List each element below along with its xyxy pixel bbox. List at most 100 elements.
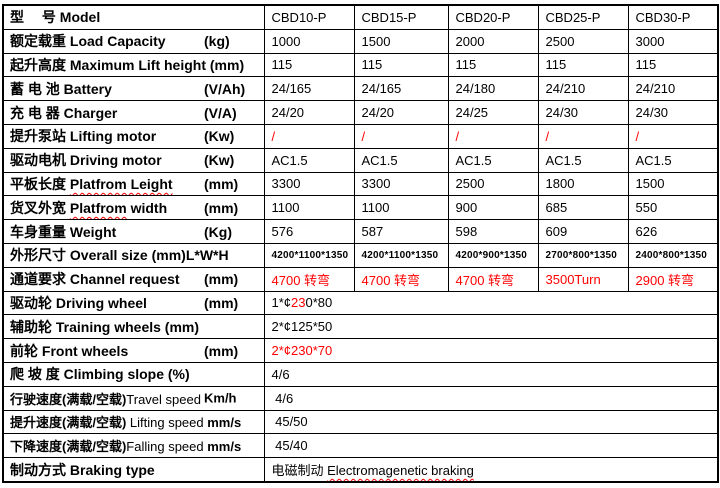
spec-value-cell: / xyxy=(263,123,355,149)
spec-value-cell: 900 xyxy=(447,195,539,221)
spec-value-cell: 115 xyxy=(353,52,449,78)
row-label-cn: 起升高度 xyxy=(10,56,70,73)
table-row: 辅助轮 Training wheels (mm) 2*¢125*50 xyxy=(2,314,719,340)
row-label-cn: 额定载重 xyxy=(10,33,70,50)
row-unit: mm/s xyxy=(203,439,242,455)
spec-value-cell: 1000 xyxy=(263,28,355,54)
row-label-en: Falling speed xyxy=(126,439,204,455)
row-label-en: Braking type xyxy=(69,461,155,478)
row-label: 爬 坡 度 Climbing slope (%) xyxy=(2,361,265,387)
spec-value-cell: 24/210 xyxy=(627,76,719,102)
spec-value-cell: 4700 转弯 xyxy=(353,266,449,292)
row-label: 驱动电机 Driving motor (Kw) xyxy=(2,147,265,173)
row-label-cn: 驱动轮 xyxy=(10,294,56,311)
spec-value-cell: 1100 xyxy=(353,195,449,221)
row-unit: (mm) xyxy=(204,175,239,192)
row-label: 下降速度(满载/空载)Falling speed mm/s xyxy=(2,433,265,459)
spec-value-cell: AC1.5 xyxy=(537,147,629,173)
row-label-cn: 外形尺寸 xyxy=(10,247,70,264)
spec-value-cell: 24/25 xyxy=(447,100,539,125)
row-label-cn: 充 电 器 xyxy=(10,104,64,121)
row-label: 驱动轮 Driving wheel (mm) xyxy=(2,290,265,316)
spec-value-cell: 685 xyxy=(537,195,629,221)
spec-value-cell: 115 xyxy=(263,52,355,78)
table-row: 驱动电机 Driving motor (Kw) AC1.5 AC1.5 AC1.5 AC1… xyxy=(2,147,719,173)
row-label-en: Travel speed xyxy=(126,391,201,407)
spec-value-cell: 4200*900*1350 xyxy=(447,242,539,268)
row-label-cn: 型 号 xyxy=(10,9,60,26)
row-label: 额定载重 Load Capacity (kg) xyxy=(2,28,265,54)
row-label: 起升高度 Maximum Lift height (mm) xyxy=(2,52,265,78)
row-unit: (Kw) xyxy=(204,128,235,145)
spec-value-cell: / xyxy=(447,123,539,149)
row-label-en: Lifting speed xyxy=(129,415,204,431)
spec-value-cell: 4/6 xyxy=(263,385,719,411)
spec-table-body: 型 号 Model CBD10-P CBD15-P CBD20-P CBD25-P CBD… xyxy=(2,4,719,483)
spec-value-cell: 1100 xyxy=(263,195,355,221)
spec-value-cell: 24/165 xyxy=(263,76,355,102)
row-label: 外形尺寸 Overall size (mm)L*W*H xyxy=(2,242,265,268)
model-header-cell: CBD20-P xyxy=(447,4,539,30)
table-row: 额定载重 Load Capacity (kg) 1000 1500 2000 2500 30… xyxy=(2,28,719,54)
spec-value-cell: 45/40 xyxy=(263,433,719,459)
row-unit: (V/Ah) xyxy=(204,80,246,97)
table-row: 车身重量 Weight (Kg) 576 587 598 609 626 xyxy=(2,219,719,244)
spec-value-cell: 598 xyxy=(447,219,539,244)
value-text: 电磁制动 xyxy=(271,463,328,479)
model-header-cell: CBD25-P xyxy=(537,4,629,30)
spec-value-cell: 2000 xyxy=(447,28,539,54)
row-label: 货叉外宽 Platfrom width (mm) xyxy=(2,195,265,221)
spec-value-cell: 3000 xyxy=(627,28,719,54)
spec-value-cell: 4700 转弯 xyxy=(263,266,355,292)
row-unit: (mm) xyxy=(204,294,239,311)
spec-value-cell: 3500Turn xyxy=(537,266,629,292)
table-row: 下降速度(满载/空载)Falling speed mm/s 45/40 xyxy=(2,433,719,459)
model-header-cell: CBD10-P xyxy=(263,4,355,30)
row-label-en: Driving motor xyxy=(69,152,162,169)
spec-value-cell: / xyxy=(537,123,629,149)
spec-value-cell: 2400*800*1350 xyxy=(627,242,719,268)
row-label-en: Platfrom Leight xyxy=(69,175,173,192)
row-unit: mm/s xyxy=(203,415,242,431)
spec-value-cell: 550 xyxy=(627,195,719,221)
table-row: 爬 坡 度 Climbing slope (%) 4/6 xyxy=(2,361,719,387)
spec-value-cell: 2700*800*1350 xyxy=(537,242,629,268)
table-row: 前轮 Front wheels (mm) 2*¢230*70 xyxy=(2,338,719,363)
row-label-en: Climbing slope (%) xyxy=(63,366,190,383)
row-label: 行驶速度(满载/空载)Travel speed Km/h xyxy=(2,385,265,411)
row-unit: (V/A) xyxy=(204,104,237,121)
row-label-en: Maximum Lift height (mm) xyxy=(69,56,245,73)
spec-value-cell: 3300 xyxy=(353,171,449,197)
spec-value-cell: 2900 转弯 xyxy=(627,266,719,292)
spec-value-cell: AC1.5 xyxy=(627,147,719,173)
row-label-en: Model xyxy=(59,9,101,26)
value-text: 1*¢ xyxy=(271,295,292,311)
spec-value-cell: 24/210 xyxy=(537,76,629,102)
value-text: 23 xyxy=(291,295,306,311)
row-label: 平板长度 Platfrom Leight (mm) xyxy=(2,171,265,197)
table-row: 制动方式 Braking type 电磁制动 Electromagenetic b… xyxy=(2,457,719,483)
row-label-cn: 下降速度(满载/空载) xyxy=(10,439,127,455)
row-label-cn: 制动方式 xyxy=(10,461,70,478)
spec-value-cell: 2500 xyxy=(447,171,539,197)
row-label-cn: 通道要求 xyxy=(10,271,70,288)
table-row: 提升速度(满载/空载) Lifting speed mm/s 45/50 xyxy=(2,409,719,435)
row-label-cn: 车身重量 xyxy=(10,223,70,240)
row-label: 辅助轮 Training wheels (mm) xyxy=(2,314,265,340)
row-label-cn: 前轮 xyxy=(10,342,42,359)
row-label: 车身重量 Weight (Kg) xyxy=(2,219,265,244)
row-unit: (Kw) xyxy=(204,152,235,169)
spec-value-cell: 626 xyxy=(627,219,719,244)
row-unit: (mm) xyxy=(204,271,239,288)
spec-value-cell: 4200*1100*1350 xyxy=(353,242,449,268)
row-label-en: Weight xyxy=(69,223,117,240)
table-row: 外形尺寸 Overall size (mm)L*W*H 4200*1100*135… xyxy=(2,242,719,268)
spec-value-cell: 2500 xyxy=(537,28,629,54)
spec-value-cell: 115 xyxy=(447,52,539,78)
spec-value-cell: 2*¢125*50 xyxy=(263,314,719,340)
spec-value-cell: 1500 xyxy=(627,171,719,197)
row-label-en: Front wheels xyxy=(41,342,129,359)
row-unit: (Kg) xyxy=(204,223,232,240)
spec-value-cell: 4200*1100*1350 xyxy=(263,242,355,268)
spec-table: 型 号 Model CBD10-P CBD15-P CBD20-P CBD25-P CBD… xyxy=(2,4,719,483)
